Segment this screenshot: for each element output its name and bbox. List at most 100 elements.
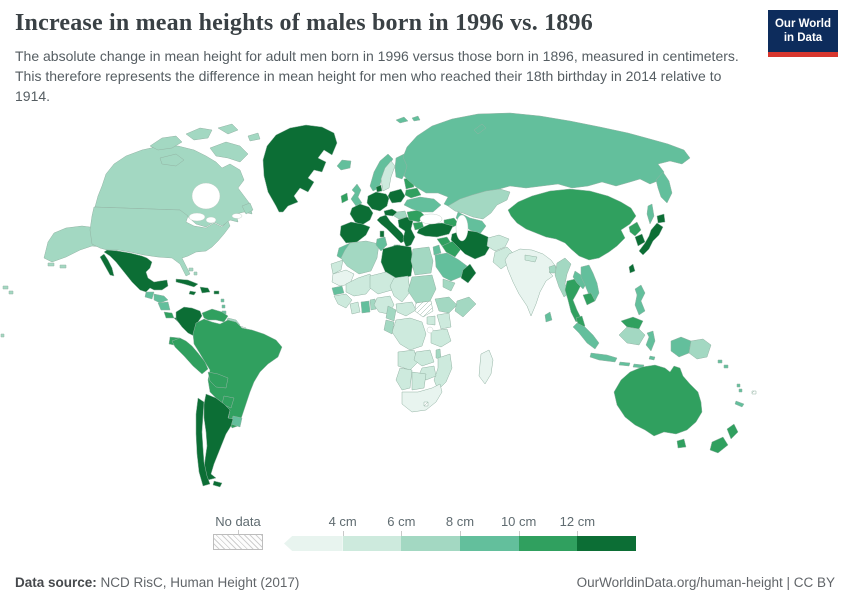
country-ivory-coast[interactable]: [349, 301, 361, 315]
country-jamaica[interactable]: [188, 290, 197, 296]
country-tunisia[interactable]: [375, 236, 388, 252]
country-india[interactable]: [504, 248, 557, 317]
country-brazil[interactable]: [192, 318, 283, 429]
country-cuba[interactable]: [175, 278, 199, 288]
country-south-korea[interactable]: [634, 233, 646, 247]
country-usa[interactable]: [89, 206, 231, 277]
country-new-zealand-south[interactable]: [709, 436, 729, 454]
legend-no-data[interactable]: No data: [210, 514, 266, 550]
country-south-sudan[interactable]: [414, 300, 434, 318]
country-oman[interactable]: [460, 263, 477, 284]
country-western-sahara[interactable]: [330, 259, 344, 275]
country-angola[interactable]: [397, 349, 419, 371]
country-sri-lanka[interactable]: [544, 311, 553, 323]
country-senegal[interactable]: [331, 285, 345, 296]
country-malaysia-borneo[interactable]: [620, 316, 644, 330]
country-somalia[interactable]: [454, 296, 477, 318]
legend-bin-2[interactable]: [401, 536, 461, 551]
country-taiwan[interactable]: [628, 263, 636, 274]
country-tierra-del-fuego[interactable]: [212, 480, 223, 488]
legend-bin-0[interactable]: [284, 536, 343, 551]
country-sweden[interactable]: [380, 160, 396, 192]
country-mozambique[interactable]: [433, 353, 453, 391]
country-central-african-republic[interactable]: [395, 301, 417, 317]
country-algeria[interactable]: [340, 240, 380, 275]
country-lesser-antilles[interactable]: [220, 298, 226, 309]
country-canada[interactable]: [149, 123, 261, 167]
country-greenland[interactable]: [262, 124, 338, 213]
country-new-zealand-north[interactable]: [726, 423, 739, 440]
country-indonesia-java[interactable]: [589, 352, 618, 363]
country-solomon-islands[interactable]: [717, 359, 729, 369]
country-argentina[interactable]: [203, 393, 234, 481]
country-namibia[interactable]: [395, 367, 413, 391]
country-honduras[interactable]: [153, 293, 169, 304]
country-papua-new-guinea[interactable]: [688, 338, 712, 360]
country-ireland[interactable]: [340, 192, 349, 204]
country-botswana[interactable]: [411, 371, 427, 391]
country-ukraine[interactable]: [403, 196, 442, 213]
country-ethiopia[interactable]: [434, 296, 458, 314]
country-hungary[interactable]: [393, 210, 408, 220]
country-iceland[interactable]: [336, 159, 352, 171]
country-denmark[interactable]: [375, 184, 383, 193]
country-kazakhstan[interactable]: [447, 188, 511, 220]
country-nicaragua[interactable]: [157, 301, 171, 311]
country-drc[interactable]: [391, 317, 427, 351]
country-madagascar[interactable]: [478, 349, 494, 385]
country-indonesia-sumatra[interactable]: [572, 322, 600, 350]
country-sudan[interactable]: [407, 274, 437, 304]
country-indonesia-papua[interactable]: [670, 336, 692, 358]
country-tasmania[interactable]: [676, 438, 687, 449]
country-vietnam[interactable]: [580, 264, 600, 302]
country-mali[interactable]: [345, 273, 375, 297]
country-mexico[interactable]: [103, 249, 169, 293]
country-alaska[interactable]: [47, 262, 67, 269]
country-cameroon[interactable]: [385, 305, 397, 322]
country-uganda[interactable]: [426, 315, 436, 326]
legend-bin-4[interactable]: [518, 536, 578, 551]
country-france[interactable]: [349, 203, 374, 226]
country-uk[interactable]: [350, 183, 363, 207]
country-new-caledonia[interactable]: [734, 400, 745, 408]
country-thailand[interactable]: [564, 278, 582, 323]
country-egypt[interactable]: [410, 246, 434, 276]
country-vanuatu[interactable]: [736, 383, 743, 393]
country-mexico-baja[interactable]: [99, 253, 115, 277]
country-peru[interactable]: [171, 337, 209, 375]
country-italy[interactable]: [376, 214, 407, 244]
country-zambia[interactable]: [413, 349, 435, 367]
country-jordan-israel[interactable]: [432, 244, 442, 256]
country-iberia[interactable]: [339, 221, 371, 244]
country-costa-rica[interactable]: [163, 311, 175, 319]
legend-no-data-swatch[interactable]: [213, 534, 263, 550]
owid-logo[interactable]: Our World in Data: [768, 10, 838, 57]
country-benin-togo[interactable]: [369, 298, 377, 311]
country-china[interactable]: [507, 188, 637, 261]
country-japan-hokkaido[interactable]: [656, 213, 666, 224]
country-svalbard[interactable]: [395, 115, 421, 124]
country-australia[interactable]: [613, 364, 703, 437]
country-hispaniola[interactable]: [199, 286, 211, 294]
country-indonesia-sulawesi[interactable]: [645, 330, 656, 352]
country-indonesia-borneo[interactable]: [618, 326, 646, 346]
country-chad[interactable]: [389, 275, 411, 303]
country-hawaii[interactable]: [0, 285, 14, 338]
country-north-korea[interactable]: [628, 221, 642, 237]
country-nepal[interactable]: [524, 254, 538, 263]
country-poland[interactable]: [387, 188, 406, 204]
country-puerto-rico[interactable]: [213, 290, 220, 295]
country-russia-novaya-zemlya[interactable]: [473, 123, 487, 135]
country-ghana[interactable]: [360, 300, 371, 314]
legend-bin-3[interactable]: [460, 536, 519, 551]
country-fiji[interactable]: [751, 390, 757, 395]
country-bolivia[interactable]: [207, 371, 229, 389]
country-philippines[interactable]: [634, 284, 646, 316]
country-guinea-group[interactable]: [333, 293, 353, 309]
legend-bin-5[interactable]: [577, 536, 637, 551]
country-canada[interactable]: [241, 202, 254, 215]
country-gabon-congo[interactable]: [383, 319, 395, 335]
country-germany-benelux[interactable]: [366, 191, 390, 212]
legend-bin-1[interactable]: [342, 536, 402, 551]
country-lesotho[interactable]: [423, 401, 429, 407]
